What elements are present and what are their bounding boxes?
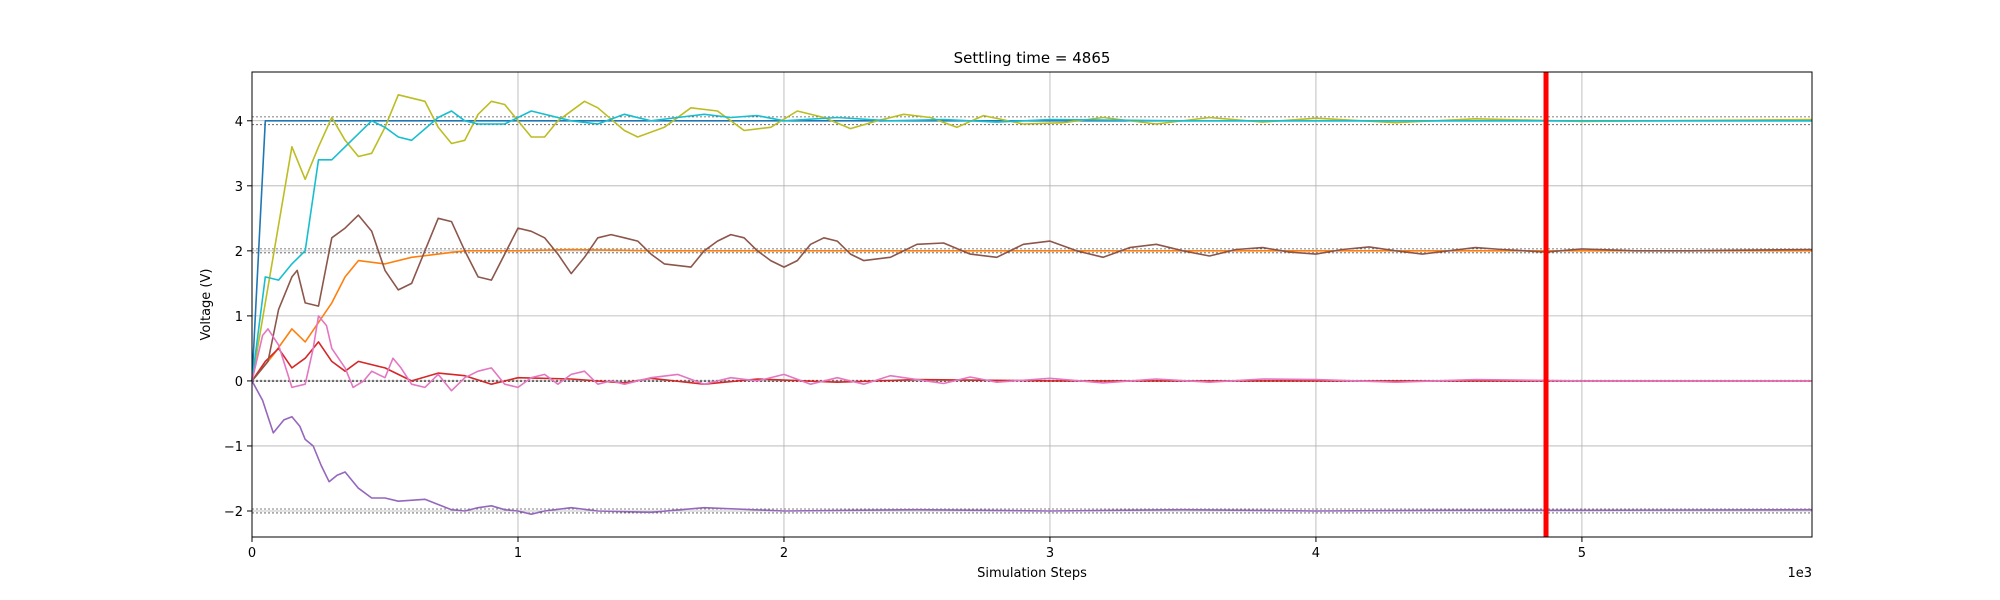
x-axis-multiplier: 1e3 xyxy=(1787,566,1812,581)
axis-ticks: 0 1 2 3 4 5 −2 −1 0 1 2 3 4 xyxy=(224,115,1586,561)
y-tick-label: 2 xyxy=(235,245,243,260)
x-tick-label: 1 xyxy=(514,546,522,561)
y-tick-label: 3 xyxy=(235,180,243,195)
x-tick-label: 5 xyxy=(1578,546,1586,561)
y-tick-label: 0 xyxy=(235,375,243,390)
series-line xyxy=(251,94,1813,382)
series-line xyxy=(251,110,1812,382)
y-tick-label: 1 xyxy=(235,310,243,325)
series-line xyxy=(251,214,1813,382)
y-axis-label: Voltage (V) xyxy=(199,269,214,341)
x-axis-label: Simulation Steps xyxy=(977,566,1087,581)
tolerance-bands xyxy=(252,116,1812,514)
y-tick-label: −2 xyxy=(224,505,243,520)
x-tick-label: 3 xyxy=(1046,546,1054,561)
chart-title: Settling time = 4865 xyxy=(954,49,1111,67)
series-line xyxy=(251,341,1812,385)
y-tick-label: −1 xyxy=(224,440,243,455)
y-tick-label: 4 xyxy=(235,115,243,130)
plot-frame xyxy=(251,71,1813,538)
series-line xyxy=(251,380,1813,515)
x-tick-label: 0 xyxy=(248,546,256,561)
x-tick-label: 4 xyxy=(1312,546,1320,561)
series-lines xyxy=(251,94,1813,515)
series-line xyxy=(251,315,1812,392)
grid-lines xyxy=(251,72,1812,537)
x-tick-label: 2 xyxy=(780,546,788,561)
series-line xyxy=(251,248,1812,382)
